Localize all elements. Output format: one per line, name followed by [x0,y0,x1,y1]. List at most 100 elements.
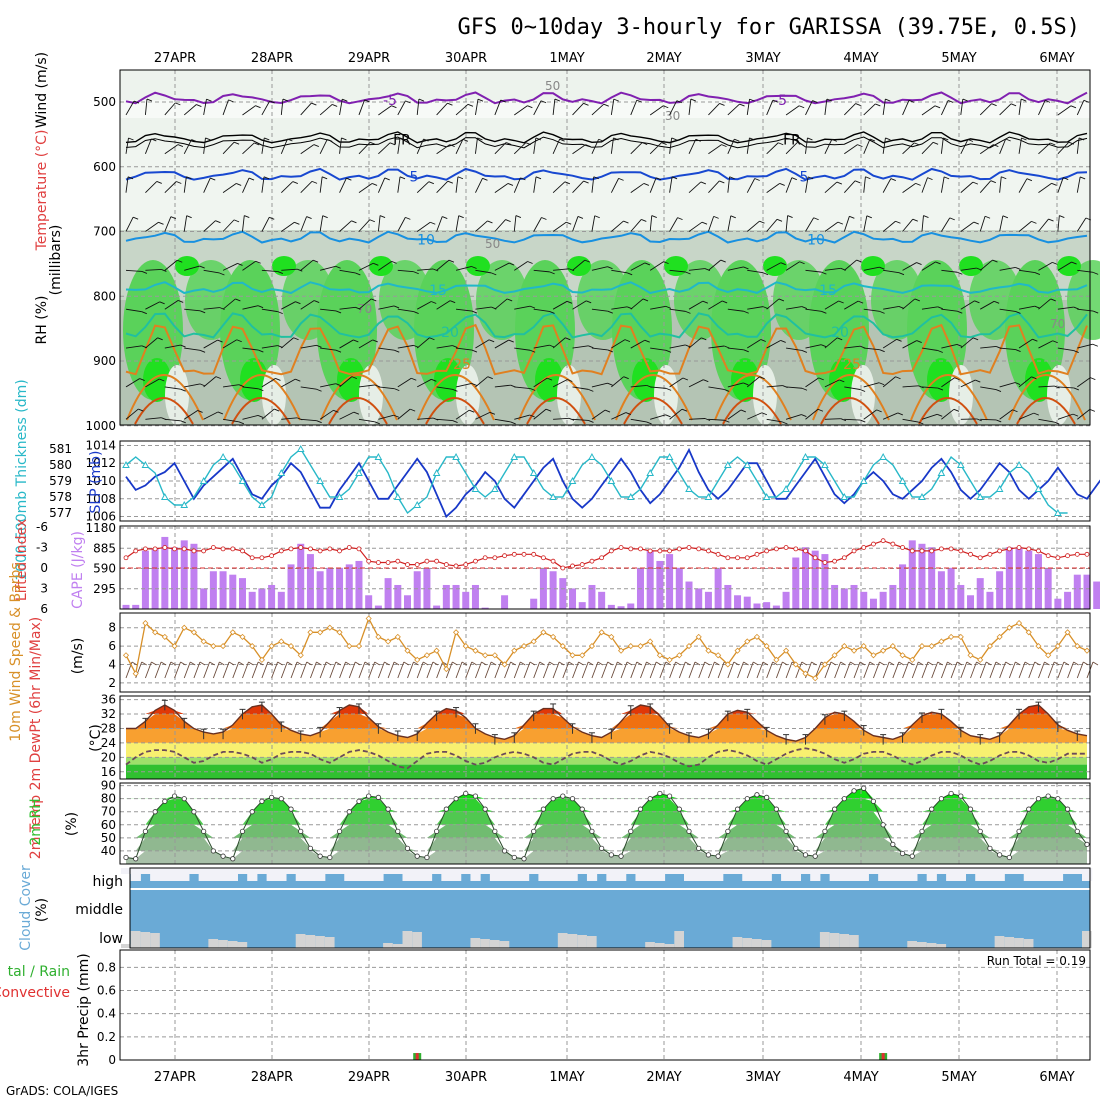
wind-barb [688,337,702,349]
wind-barb-10m-flag [665,661,672,666]
wind-barb [1076,176,1081,193]
temperature-contour-25 [812,374,890,421]
lifted-index-point [880,538,886,544]
wind-barb-flag [215,376,222,380]
wind-speed-point [220,643,227,650]
wind-barb [203,376,217,388]
wind-barb [1057,347,1074,352]
rh-point [414,853,420,859]
cape-bar [685,581,693,609]
wind-barb-flag [452,420,458,423]
wind-barb [552,221,567,232]
wind-barb-10m [921,661,929,679]
wind-barb [513,215,517,232]
wind-barb-flag [448,259,455,263]
high-cloud-gap [771,868,782,874]
wind-barb-flag [238,384,245,388]
wind-barb-flag [974,300,980,304]
lifted-index-point [628,546,634,552]
rh-point [851,788,857,794]
thickness-point [219,452,227,460]
rh-point [152,809,158,815]
temperature-contour-25 [417,374,495,421]
wind-speed-point [812,675,819,682]
wind-barb [630,183,645,194]
temp-frame [119,695,1091,780]
wind-barb-flag [934,105,941,109]
wind-barb [572,180,584,193]
wind-barb [786,306,802,310]
rh-point [997,852,1003,858]
rh-point [404,845,411,851]
wind-barb-flag [607,382,613,386]
rh-band-40 [126,837,1087,851]
wind-barb [863,409,877,420]
wind-barb-flag [618,177,624,181]
rh-point [1035,796,1042,802]
wind-barb-flag [269,216,275,220]
wind-barb-flag [760,339,766,342]
low-cloud-gap [751,939,762,948]
wind-barb-flag [255,105,261,109]
wind-barb-10m [630,661,638,679]
rh-point [599,845,605,851]
temperature-contour-30 [918,397,978,425]
wind-barb [552,337,566,349]
wind-barb [475,269,492,274]
wind-barb-flag [780,262,786,266]
thickness-tick: 577 [49,506,72,520]
wind-barb [766,183,780,194]
wind-barb [979,103,992,116]
wind-barb [785,142,798,155]
cape-bar [355,560,363,609]
low-cloud-gap [1082,931,1092,948]
wind-barb [164,418,181,422]
wind-barb [999,266,1016,271]
wind-barb [281,268,298,271]
cape-bar [559,578,567,609]
wind-barb [999,176,1002,193]
wind-barb [1018,269,1035,274]
wind-barb [611,220,624,232]
wind-barb-10m-flag [248,661,254,666]
wind-speed-point [336,629,343,636]
rh-plume [414,260,474,400]
low-cloud-gap [674,931,685,948]
wind-barb-flag [355,272,361,276]
wind-barb-flag [743,266,749,270]
wind-barb [261,408,275,420]
wind-barb-flag [721,300,728,304]
lifted-index-point [172,546,177,552]
wind-barb [514,305,531,310]
wind-barb-10m [640,661,647,679]
wind-barb-10m [387,661,395,679]
temperature-contour-30 [820,397,880,425]
slp-tick: 1012 [85,456,116,470]
lifted-index-point [638,546,643,552]
wind-barb-10m [542,661,550,679]
wind-barb-flag [1052,340,1058,344]
wind-barb [1018,99,1022,116]
cape-bar [617,606,625,609]
lifted-index-point [191,548,197,554]
wind-barb [688,99,692,116]
wind-barb-flag [866,215,872,219]
lifted-index-point [667,548,672,554]
wind-barb-flag [199,383,206,387]
cape-bar [598,591,606,609]
rh-point [346,809,352,815]
wind-barb [339,306,356,310]
thickness-point [510,452,519,460]
wind-barb-10m-flag [976,661,982,666]
wind-barb-10m [970,661,977,679]
wind-barb-10m-flag [355,661,361,666]
slp-ylabel: SLP (mb) [88,450,104,513]
wind-speed-point [841,643,848,650]
lifted-index-point [298,545,304,550]
wind-barb-10m-flag [190,661,196,666]
wind-barb-flag [895,220,901,224]
wind-barb-10m [882,661,890,679]
wind-barb-flag [292,181,298,184]
wind-barb-10m [329,661,337,679]
wind-barb [300,181,313,193]
